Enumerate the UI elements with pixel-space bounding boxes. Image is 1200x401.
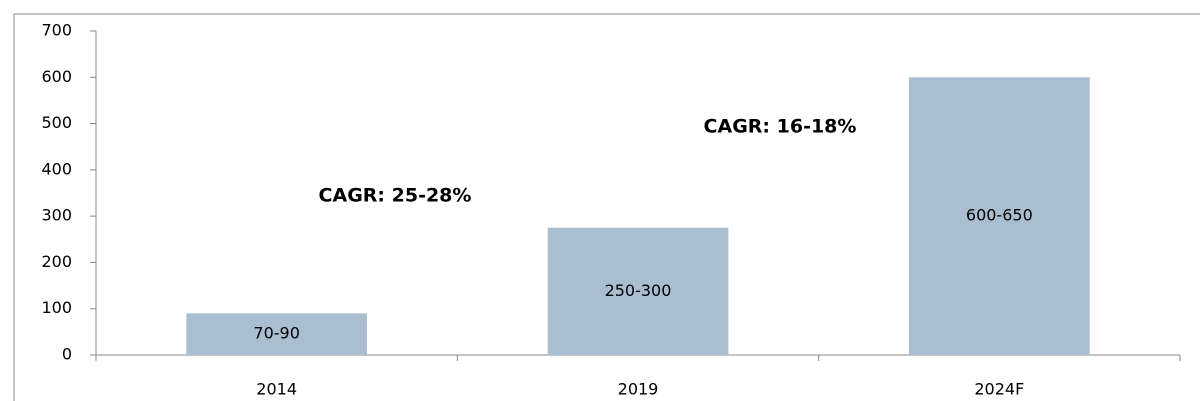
value-label: 70-90 [253, 324, 300, 343]
value-label: 250-300 [605, 281, 672, 300]
y-tick-label: 300 [41, 206, 72, 225]
annotation: CAGR: 25-28% [319, 185, 472, 207]
y-tick-label: 600 [41, 67, 72, 86]
annotation: CAGR: 16-18% [704, 116, 857, 138]
y-tick-label: 400 [41, 159, 72, 178]
value-label: 600-650 [966, 206, 1033, 225]
y-tick-label: 200 [41, 252, 72, 271]
x-tick-label: 2019 [618, 380, 659, 399]
y-tick-label: 500 [41, 113, 72, 132]
y-tick-label: 700 [41, 21, 72, 40]
x-tick-label: 2024F [974, 380, 1024, 399]
bar [186, 313, 367, 355]
bar [547, 227, 729, 355]
bar [909, 77, 1090, 356]
y-tick-label: 100 [41, 298, 72, 317]
x-tick-label: 2014 [256, 380, 297, 399]
y-tick-label: 0 [62, 345, 72, 364]
